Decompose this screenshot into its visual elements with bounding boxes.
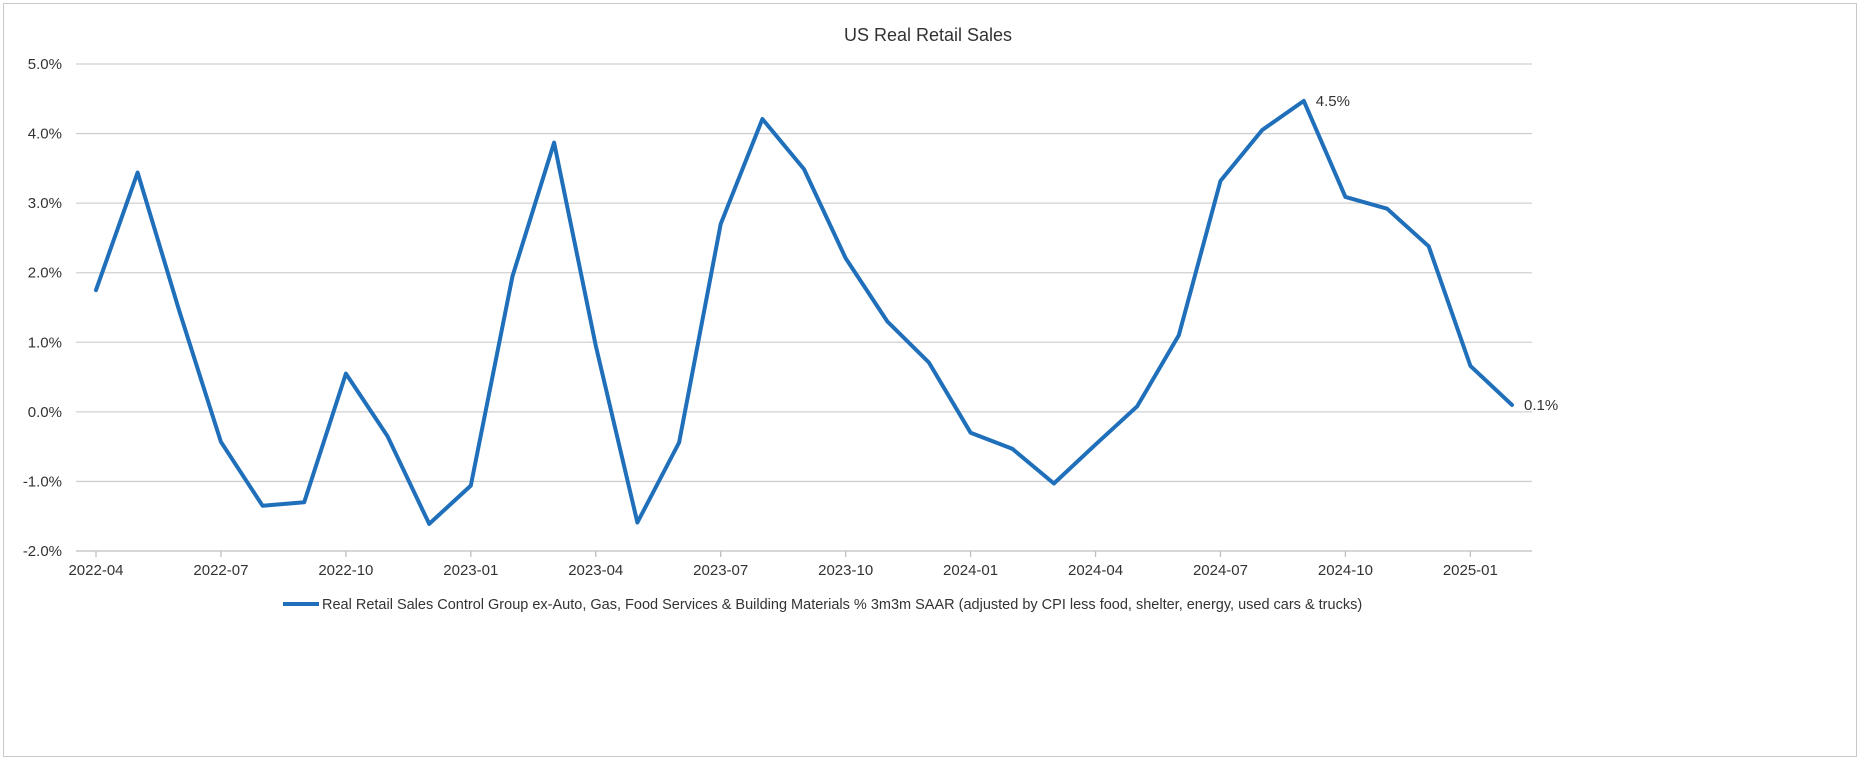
x-tick-label: 2023-10 xyxy=(818,562,873,579)
x-tick-label: 2024-04 xyxy=(1068,562,1123,579)
series-layer xyxy=(94,98,1514,526)
y-axis-ticks: -2.0% -1.0% 0.0% 1.0% 2.0% 3.0% 4.0% 5.0% xyxy=(23,56,62,560)
line-chart: US Real Retail Sales -2.0% -1.0% 0.0% 1.0% 2… xyxy=(23,25,1558,613)
x-tick-label: 2024-10 xyxy=(1318,562,1373,579)
x-tick-label: 2024-07 xyxy=(1193,562,1248,579)
y-tick-label: 4.0% xyxy=(28,126,62,143)
x-tick-label: 2022-07 xyxy=(193,562,248,579)
y-tick-label: 0.0% xyxy=(28,404,62,421)
grid-layer xyxy=(76,63,1532,552)
data-label: 0.1% xyxy=(1524,397,1558,414)
x-axis-ticks: 2022-04 2022-07 2022-10 2023-01 2023-04 2023-… xyxy=(68,551,1498,579)
x-tick-label: 2023-01 xyxy=(443,562,498,579)
x-tick-label: 2023-07 xyxy=(693,562,748,579)
x-tick-label: 2022-10 xyxy=(318,562,373,579)
x-tick-label: 2024-01 xyxy=(943,562,998,579)
chart-title: US Real Retail Sales xyxy=(844,25,1012,45)
series-line xyxy=(94,98,1514,526)
y-tick-label: -1.0% xyxy=(23,473,62,490)
chart-frame: US Real Retail Sales -2.0% -1.0% 0.0% 1.0% 2… xyxy=(3,3,1857,757)
data-labels: 4.5% 0.1% xyxy=(1316,93,1558,414)
y-tick-label: 2.0% xyxy=(28,265,62,282)
x-tick-label: 2025-01 xyxy=(1443,562,1498,579)
legend: Real Retail Sales Control Group ex-Auto,… xyxy=(283,597,1362,613)
legend-label: Real Retail Sales Control Group ex-Auto,… xyxy=(322,597,1362,613)
y-tick-label: 5.0% xyxy=(28,56,62,73)
y-tick-label: 3.0% xyxy=(28,195,62,212)
x-tick-label: 2023-04 xyxy=(568,562,623,579)
x-tick-label: 2022-04 xyxy=(68,562,123,579)
y-tick-label: -2.0% xyxy=(23,543,62,560)
y-tick-label: 1.0% xyxy=(28,334,62,351)
data-label: 4.5% xyxy=(1316,93,1350,110)
